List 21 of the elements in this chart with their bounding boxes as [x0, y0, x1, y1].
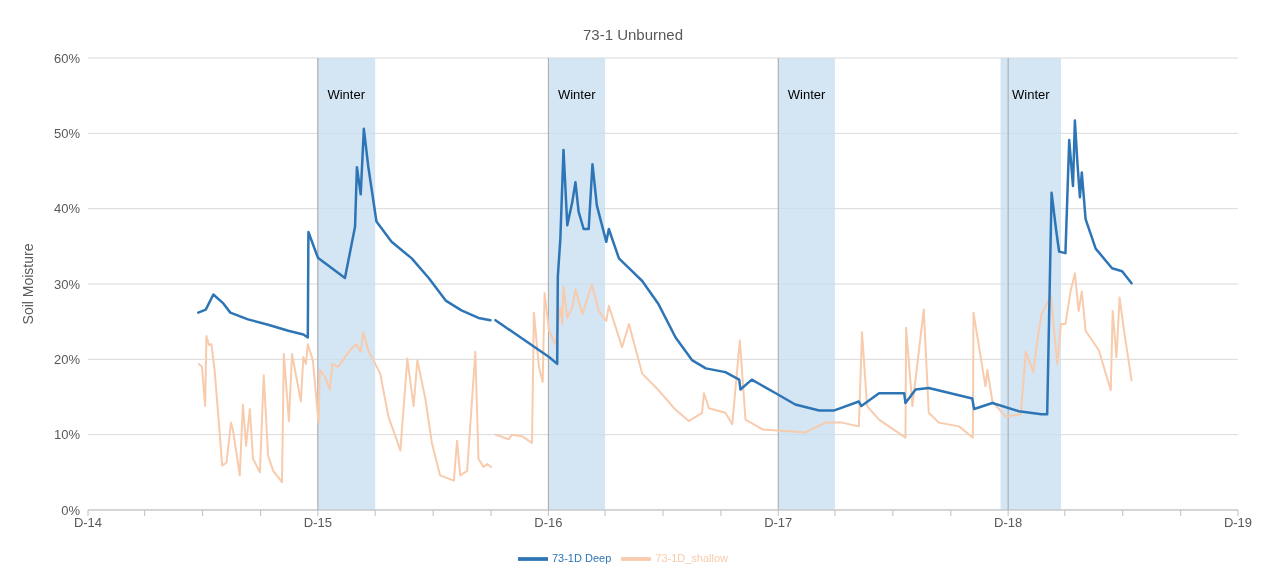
- x-tick-label: D-19: [1223, 515, 1253, 531]
- x-tick-label: D-16: [534, 515, 563, 531]
- y-tick-label: 50%: [53, 125, 81, 141]
- y-tick-label: 10%: [53, 427, 81, 443]
- y-tick-label: 20%: [53, 351, 81, 367]
- band-label: Winter: [327, 87, 366, 103]
- y-tick-label: 40%: [53, 201, 81, 217]
- y-tick-label: 60%: [53, 50, 81, 66]
- y-tick-label: 30%: [53, 276, 81, 292]
- x-tick-label: D-17: [764, 515, 793, 531]
- x-tick-label: D-15: [303, 515, 332, 531]
- y-axis-title: Soil Moisture: [19, 243, 36, 325]
- chart-title: 73-1 Unburned: [581, 25, 685, 45]
- band-label: Winter: [787, 87, 827, 103]
- x-tick-label: D-18: [994, 515, 1023, 531]
- legend-label: 73-1D_shallow: [655, 551, 729, 564]
- band-label: Winter: [1012, 87, 1051, 103]
- band-label: Winter: [557, 87, 597, 103]
- legend-label: 73-1D Deep: [551, 551, 612, 564]
- x-tick-label: D-14: [73, 515, 103, 531]
- y-tick-label: 0%: [61, 502, 81, 518]
